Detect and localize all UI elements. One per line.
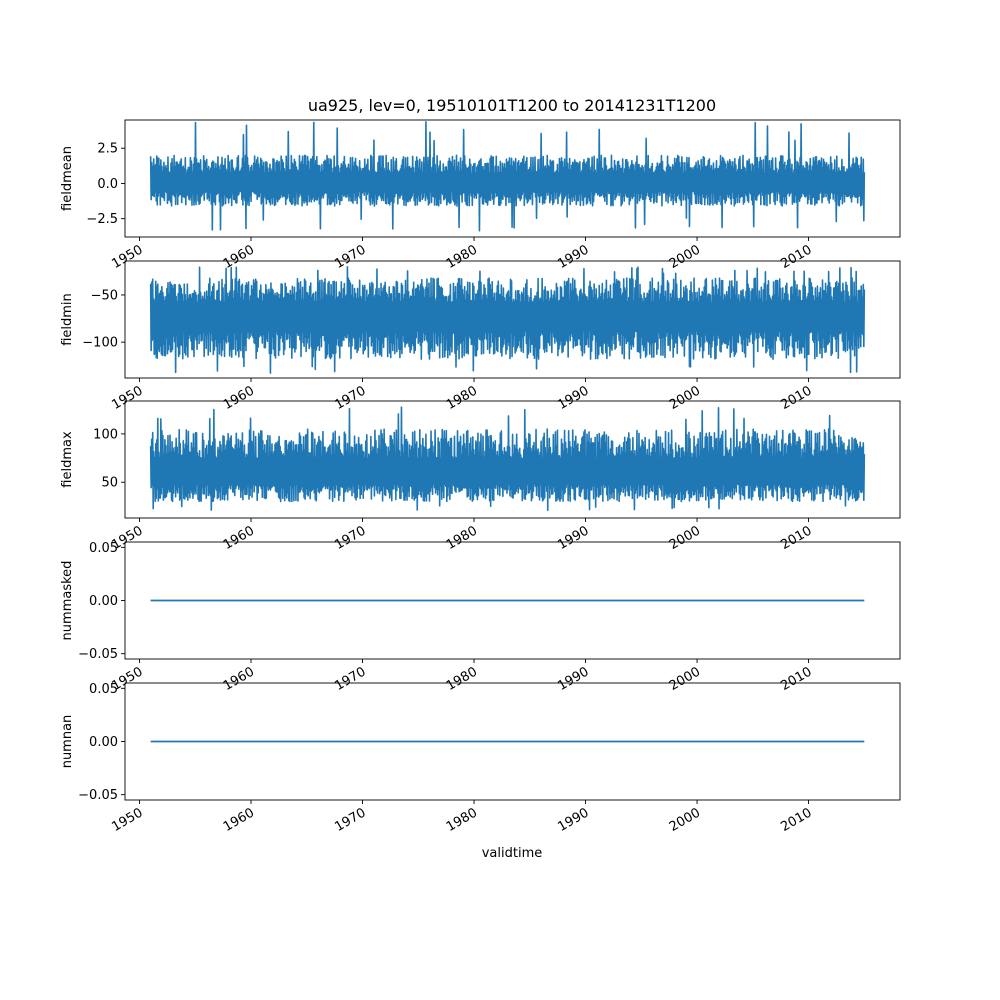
y-tick-label: 0.0	[97, 177, 118, 192]
series-line-fieldmin	[149, 265, 866, 374]
series-line-fieldmean	[149, 121, 866, 232]
y-tick-label: 0.00	[89, 735, 118, 750]
y-tick-label: 0.05	[89, 682, 118, 697]
series-line-fieldmax	[149, 406, 866, 512]
y-axis-label: nummasked	[60, 561, 75, 641]
y-tick-label: −0.05	[78, 647, 118, 662]
y-axis-label: fieldmean	[60, 146, 75, 211]
y-tick-label: −0.05	[78, 788, 118, 803]
y-axis-label: fieldmax	[60, 431, 75, 488]
y-tick-label: −2.5	[86, 212, 118, 227]
axes-frame	[124, 400, 901, 519]
y-tick-label: 50	[101, 476, 118, 491]
y-tick-label: 100	[93, 427, 118, 442]
y-axis-label: numnan	[60, 715, 75, 769]
y-axis-label: fieldmin	[60, 293, 75, 346]
x-axis-label: validtime	[482, 846, 543, 861]
axes-frame	[124, 119, 901, 238]
figure-title: ua925, lev=0, 19510101T1200 to 20141231T…	[308, 96, 716, 115]
y-tick-label: 0.05	[89, 541, 118, 556]
y-tick-label: −100	[82, 336, 118, 351]
y-tick-label: 2.5	[97, 142, 118, 157]
y-tick-label: −50	[91, 288, 118, 303]
y-tick-label: 0.00	[89, 594, 118, 609]
axes-frame	[124, 260, 901, 379]
